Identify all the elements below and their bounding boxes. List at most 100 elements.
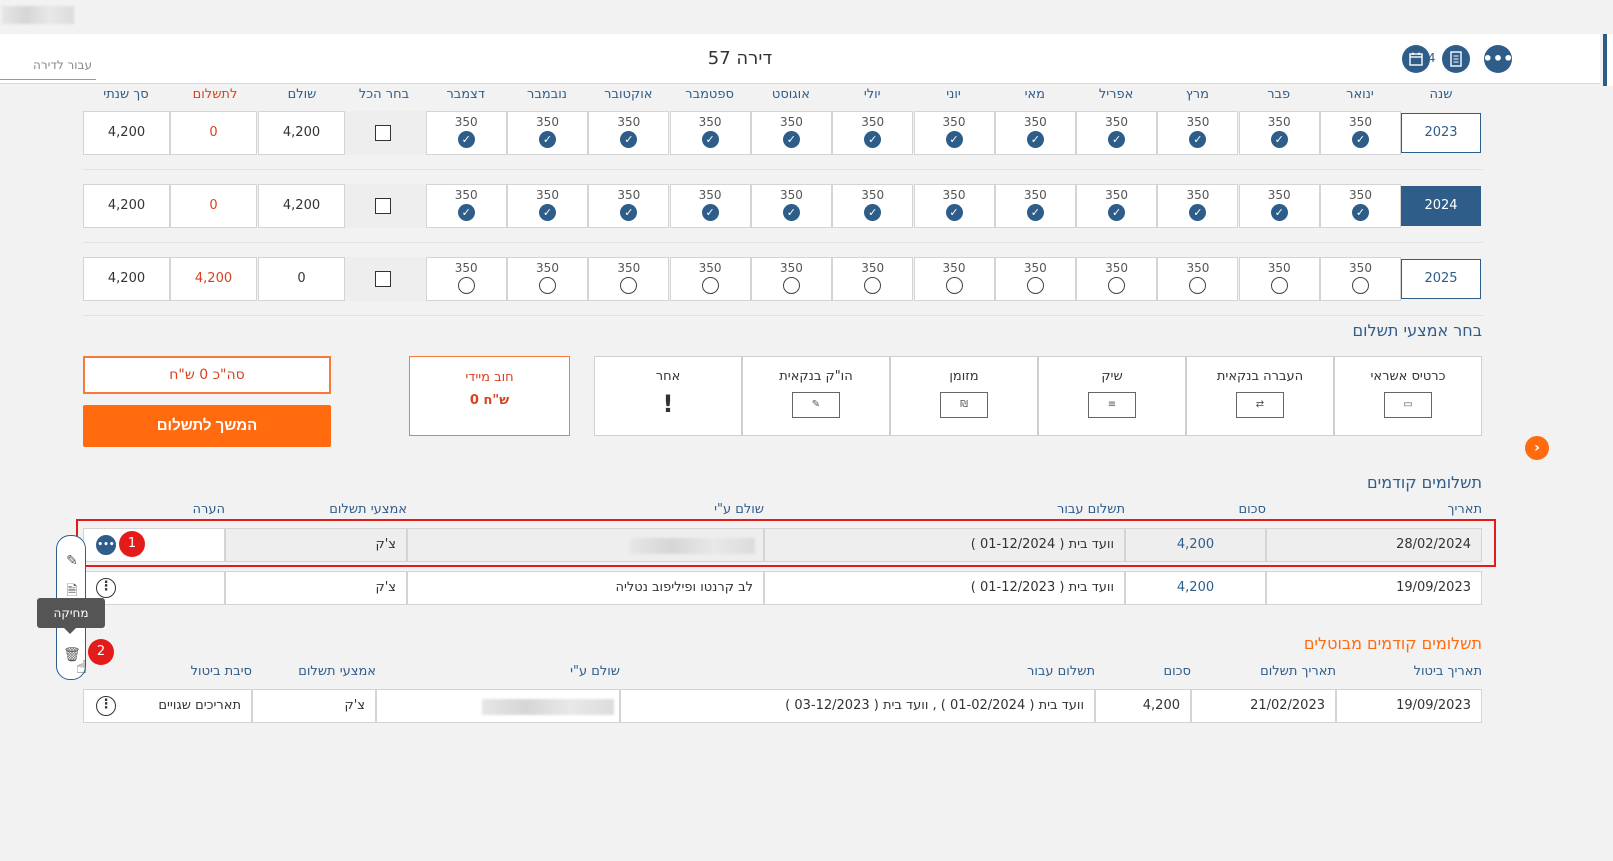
month-cell[interactable]: 350 ✓ [669,111,751,155]
month-cell[interactable]: 350 ✓ [1238,184,1320,228]
paid-check-icon[interactable]: ✓ [782,204,800,221]
unpaid-circle-icon[interactable] [782,277,800,294]
unpaid-circle-icon[interactable] [457,277,475,294]
unpaid-circle-icon[interactable] [539,277,556,294]
paid-check-icon[interactable]: ✓ [620,131,638,148]
month-cell[interactable]: 350 ✓ [425,184,507,228]
view-document-icon[interactable]: 🗎 [66,583,78,599]
paid-check-icon[interactable]: ✓ [1189,204,1207,221]
month-cell[interactable]: 350 [1238,257,1320,301]
month-cell[interactable]: 350 [1320,257,1401,301]
continue-to-payment-button[interactable]: המשך לתשלום [83,405,331,447]
month-cell[interactable]: 350 ✓ [507,111,588,155]
unpaid-circle-icon[interactable] [1352,277,1369,294]
unpaid-circle-icon[interactable] [864,277,882,294]
paid-check-icon[interactable]: ✓ [1270,131,1288,148]
month-cell[interactable]: 350 [669,257,751,301]
month-cell[interactable]: 350 ✓ [832,111,914,155]
paid-check-icon[interactable]: ✓ [457,131,475,148]
payment-method-cash[interactable]: מזומן ₪ [890,356,1038,436]
month-cell[interactable]: 350 ✓ [588,184,670,228]
month-cell[interactable]: 350 [507,257,588,301]
go-to-apartment-input[interactable] [0,50,96,80]
unpaid-circle-icon[interactable] [1026,277,1044,294]
calendar-button[interactable] [1402,45,1430,73]
select-all-checkbox[interactable] [375,271,391,287]
payment-method-bank-transfer[interactable]: העברה בנקאית ⇄ [1186,356,1334,436]
month-cell[interactable]: 350 ✓ [750,184,832,228]
unpaid-circle-icon[interactable] [620,277,638,294]
paid-check-icon[interactable]: ✓ [945,204,963,221]
month-cell[interactable]: 350 ✓ [425,111,507,155]
document-button[interactable] [1442,45,1470,73]
month-cell[interactable]: 350 ✓ [1238,111,1320,155]
paid-check-icon[interactable]: ✓ [864,204,882,221]
month-cell[interactable]: 350 [425,257,507,301]
paid-check-icon[interactable]: ✓ [1270,204,1288,221]
month-cell[interactable]: 350 [913,257,995,301]
month-cell[interactable]: 350 ✓ [913,111,995,155]
paid-check-icon[interactable]: ✓ [1108,204,1126,221]
paid-check-icon[interactable]: ✓ [1026,131,1044,148]
month-cell[interactable]: 350 [994,257,1076,301]
paid-check-icon[interactable]: ✓ [1352,204,1369,221]
pp-row2-actions-button[interactable]: ⋮ [96,578,116,598]
paid-check-icon[interactable]: ✓ [701,131,719,148]
month-cell[interactable]: 350 [750,257,832,301]
paid-check-icon[interactable]: ✓ [1189,131,1207,148]
edit-pencil-icon[interactable]: ✎ [66,553,78,569]
month-cell[interactable]: 350 ✓ [913,184,995,228]
paid-check-icon[interactable]: ✓ [864,131,882,148]
paid-check-icon[interactable]: ✓ [539,204,556,221]
paid-check-icon[interactable]: ✓ [457,204,475,221]
side-panel-toggle[interactable]: › [1525,436,1549,460]
month-cell[interactable]: 350 ✓ [669,184,751,228]
year-button-2024[interactable]: 2024 [1401,186,1481,226]
row-to-pay: 0 [170,111,257,155]
month-cell[interactable]: 350 ✓ [1076,111,1158,155]
paid-check-icon[interactable]: ✓ [1026,204,1044,221]
month-cell[interactable]: 350 ✓ [994,184,1076,228]
month-cell[interactable]: 350 [1076,257,1158,301]
paid-check-icon[interactable]: ✓ [539,131,556,148]
year-button-2025[interactable]: 2025 [1401,259,1481,299]
month-cell[interactable]: 350 ✓ [832,184,914,228]
year-button-2023[interactable]: 2023 [1401,113,1481,153]
payment-method-credit-card[interactable]: כרטיס אשראי ▭ [1334,356,1482,436]
month-cell[interactable]: 350 ✓ [750,111,832,155]
paid-check-icon[interactable]: ✓ [701,204,719,221]
payment-method-standing-order[interactable]: הו"ק בנקאית ✎ [742,356,890,436]
paid-check-icon[interactable]: ✓ [782,131,800,148]
month-amount: 350 [942,115,966,129]
month-cell[interactable]: 350 ✓ [1320,184,1401,228]
month-cell[interactable]: 350 ✓ [994,111,1076,155]
select-all-checkbox[interactable] [375,198,391,214]
payment-method-check[interactable]: שיק ≡ [1038,356,1186,436]
month-cell[interactable]: 350 [1157,257,1239,301]
unpaid-circle-icon[interactable] [945,277,963,294]
month-cell[interactable]: 350 [832,257,914,301]
month-cell[interactable]: 350 ✓ [1157,111,1239,155]
month-cell[interactable]: 350 [588,257,670,301]
payment-method-exclamation[interactable]: אחר! [594,356,742,436]
pp-row1-actions-button[interactable]: ••• [96,535,116,555]
month-cell[interactable]: 350 ✓ [507,184,588,228]
select-all-checkbox[interactable] [375,125,391,141]
paid-check-icon[interactable]: ✓ [620,204,638,221]
paid-check-icon[interactable]: ✓ [945,131,963,148]
unpaid-circle-icon[interactable] [1108,277,1126,294]
unpaid-circle-icon[interactable] [701,277,719,294]
more-options-button[interactable]: ••• [1483,45,1513,73]
cp-row1-actions-button[interactable]: ⋮ [96,696,116,716]
month-amount: 350 [942,261,966,275]
paid-check-icon[interactable]: ✓ [1352,131,1369,148]
paid-check-icon[interactable]: ✓ [1108,131,1126,148]
month-cell[interactable]: 350 ✓ [1320,111,1401,155]
unpaid-circle-icon[interactable] [1270,277,1288,294]
month-cell[interactable]: 350 ✓ [1076,184,1158,228]
hand-cursor-icon: ☝ [76,657,87,678]
month-cell[interactable]: 350 ✓ [1157,184,1239,228]
month-cell[interactable]: 350 ✓ [588,111,670,155]
unpaid-circle-icon[interactable] [1189,277,1207,294]
delete-icon[interactable]: 🗑 [63,647,81,663]
